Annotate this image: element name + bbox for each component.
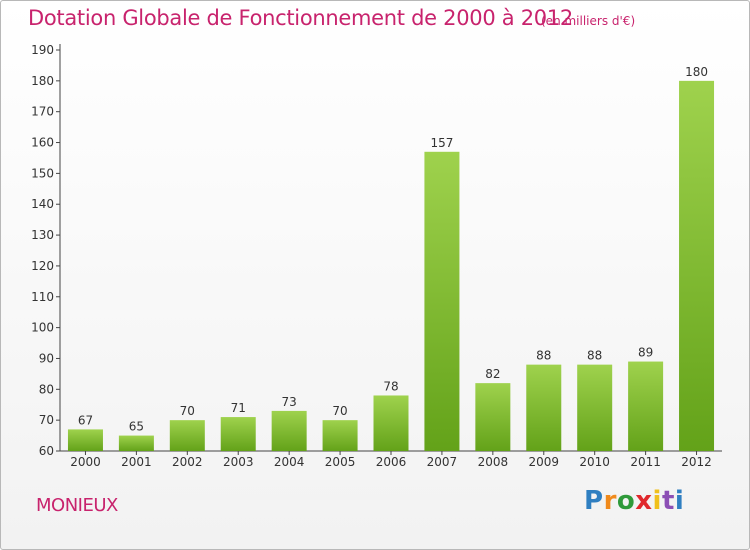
x-tick-label: 2008 (478, 455, 509, 469)
y-tick-label: 160 (31, 136, 54, 150)
y-tick-label: 190 (31, 43, 54, 57)
logo-letter: o (616, 486, 636, 516)
logo-letter: P (584, 486, 604, 516)
data-label: 65 (129, 420, 144, 434)
x-tick-label: 2010 (579, 455, 610, 469)
data-label: 67 (78, 413, 93, 427)
bar (679, 80, 715, 451)
x-tick-label: 2006 (376, 455, 407, 469)
data-label: 88 (587, 349, 602, 363)
data-label: 180 (685, 65, 708, 79)
data-label: 71 (231, 401, 246, 415)
logo-letter: i (652, 486, 662, 516)
y-tick-label: 150 (31, 166, 54, 180)
y-tick-label: 110 (31, 290, 54, 304)
y-tick-label: 60 (39, 444, 54, 458)
x-tick-label: 2005 (325, 455, 356, 469)
x-tick-label: 2000 (70, 455, 101, 469)
data-label: 73 (282, 395, 297, 409)
data-label: 82 (485, 367, 500, 381)
x-tick-label: 2002 (172, 455, 203, 469)
data-label: 70 (332, 404, 347, 418)
y-tick-label: 130 (31, 228, 54, 242)
bar (424, 151, 460, 452)
data-label: 88 (536, 349, 551, 363)
y-tick-label: 140 (31, 197, 54, 211)
bar (373, 395, 409, 451)
logo-letter: r (603, 486, 617, 516)
y-tick-label: 90 (39, 351, 54, 365)
y-tick-label: 120 (31, 259, 54, 273)
data-label: 89 (638, 346, 653, 360)
bar (577, 364, 613, 451)
x-tick-label: 2004 (274, 455, 305, 469)
data-label: 70 (180, 404, 195, 418)
logo-letter: t (661, 486, 675, 516)
logo-letter: x (635, 486, 653, 516)
bar (220, 417, 256, 451)
x-tick-label: 2007 (427, 455, 458, 469)
y-tick-label: 70 (39, 413, 54, 427)
data-label: 78 (383, 379, 398, 393)
y-tick-label: 170 (31, 105, 54, 119)
data-label: 157 (430, 136, 453, 150)
bar (169, 420, 205, 451)
y-tick-label: 100 (31, 321, 54, 335)
x-tick-label: 2009 (528, 455, 559, 469)
logo-letter: i (674, 486, 685, 516)
bar (526, 364, 562, 451)
bar (475, 383, 511, 451)
y-tick-label: 180 (31, 74, 54, 88)
x-tick-label: 2003 (223, 455, 254, 469)
proxiti-logo[interactable]: Proxiti (584, 486, 684, 516)
bar (322, 420, 358, 451)
bar (271, 410, 307, 451)
chart-title: Dotation Globale de Fonctionnement de 20… (28, 6, 573, 30)
commune-name: MONIEUX (36, 495, 118, 516)
bar (67, 429, 103, 451)
x-tick-label: 2012 (681, 455, 712, 469)
chart-subtitle: (en milliers d'€) (541, 14, 636, 28)
x-tick-label: 2001 (121, 455, 152, 469)
bar (118, 435, 154, 451)
y-tick-label: 80 (39, 382, 54, 396)
bar (628, 361, 664, 451)
x-tick-label: 2011 (630, 455, 661, 469)
